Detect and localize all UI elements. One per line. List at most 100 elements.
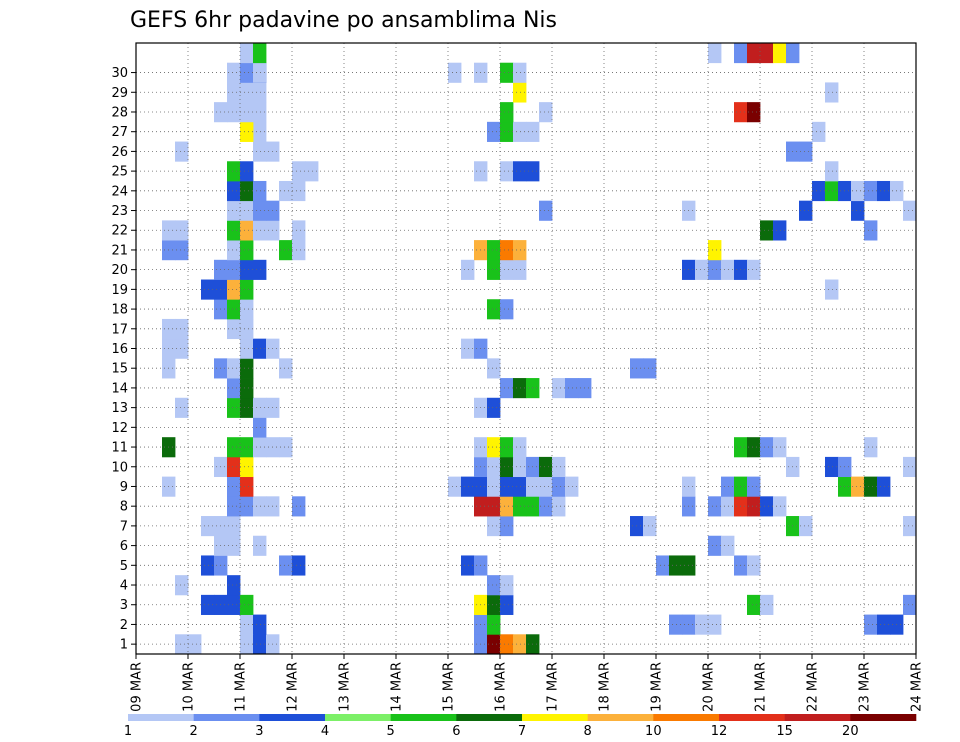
x-tick-label: 14 MAR — [390, 662, 405, 712]
heatmap-cell — [292, 220, 306, 241]
heatmap-cell — [227, 594, 241, 615]
heatmap-cell — [227, 378, 241, 399]
heatmap-cell — [513, 62, 527, 83]
heatmap-cell — [487, 240, 501, 261]
x-tick-label: 23 MAR — [858, 662, 873, 712]
heatmap-cell — [903, 200, 917, 221]
heatmap-cell — [864, 180, 878, 202]
x-tick-label: 24 MAR — [910, 662, 925, 712]
heatmap-cell — [851, 200, 865, 221]
heatmap-cell — [240, 397, 254, 418]
heatmap-cell — [500, 476, 514, 497]
heatmap-cell — [500, 437, 514, 458]
heatmap-cell — [708, 240, 722, 261]
heatmap-cell — [708, 614, 722, 635]
heatmap-cell — [500, 634, 514, 655]
legend-swatch — [522, 714, 588, 721]
y-tick-label: 6 — [120, 539, 128, 554]
heatmap-cell — [279, 555, 293, 576]
heatmap-cell — [747, 594, 761, 615]
heatmap-cell — [175, 397, 189, 418]
y-tick-label: 21 — [111, 243, 128, 258]
heatmap-cell — [292, 180, 306, 202]
y-tick-label: 26 — [111, 145, 128, 160]
heatmap-cell — [240, 614, 254, 635]
heatmap-cell — [760, 594, 774, 615]
heatmap-cell — [487, 594, 501, 615]
y-tick-label: 15 — [111, 362, 128, 377]
y-tick-label: 30 — [111, 66, 128, 81]
heatmap-cell — [253, 43, 267, 64]
heatmap-cell — [487, 121, 501, 142]
heatmap-cell — [721, 259, 735, 280]
legend-swatch — [128, 714, 194, 721]
heatmap-cell — [513, 259, 527, 280]
heatmap-cell — [812, 180, 826, 202]
legend-label: 2 — [190, 724, 198, 739]
heatmap-cell — [500, 240, 514, 261]
heatmap-cell — [292, 555, 306, 576]
y-tick-label: 4 — [120, 579, 128, 594]
heatmap-cell — [240, 318, 254, 340]
y-tick-label: 8 — [120, 500, 128, 515]
y-axis: 1234567891011121314151617181920212223242… — [111, 66, 136, 653]
heatmap-cell — [786, 43, 800, 64]
legend-label: 3 — [255, 724, 263, 739]
legend-label: 7 — [518, 724, 526, 739]
legend-swatch — [653, 714, 720, 721]
heatmap-cell — [227, 575, 241, 596]
heatmap-cell — [227, 535, 241, 556]
heatmap-cell — [864, 476, 878, 497]
heatmap-cell — [253, 62, 267, 83]
heatmap-cell — [240, 82, 254, 103]
heatmap-cell — [487, 476, 501, 497]
heatmap-cell — [487, 437, 501, 458]
heatmap-cell — [240, 338, 254, 359]
heatmap-cell — [747, 437, 761, 458]
heatmap-cell — [240, 496, 254, 517]
x-tick-label: 19 MAR — [650, 662, 665, 712]
heatmap-cell — [240, 62, 254, 83]
heatmap-cell — [227, 397, 241, 418]
heatmap-cell — [253, 259, 267, 280]
y-tick-label: 13 — [111, 401, 128, 416]
heatmap-cell — [175, 338, 189, 359]
heatmap-cell — [552, 496, 566, 517]
heatmap-cell — [877, 180, 891, 202]
legend-swatch — [193, 714, 260, 721]
heatmap-cell — [552, 378, 566, 399]
y-tick-label: 2 — [120, 618, 128, 633]
heatmap-cell — [513, 378, 527, 399]
heatmap-cell — [461, 476, 475, 497]
legend-swatch — [587, 714, 654, 721]
heatmap-cell — [747, 259, 761, 280]
legend-label: 8 — [584, 724, 592, 739]
y-tick-label: 22 — [111, 224, 128, 239]
heatmap-cell — [487, 456, 501, 478]
x-tick-label: 15 MAR — [442, 662, 457, 712]
heatmap-cell — [253, 102, 267, 123]
heatmap-cell — [188, 634, 202, 655]
heatmap-cell — [773, 496, 787, 517]
heatmap-cell — [539, 102, 553, 123]
legend-label: 15 — [776, 724, 793, 739]
heatmap-cell — [487, 634, 501, 655]
heatmap-cell — [227, 516, 241, 537]
heatmap-cell — [500, 456, 514, 478]
heatmap-cell — [695, 614, 709, 635]
y-tick-label: 3 — [120, 598, 128, 613]
x-tick-label: 10 MAR — [182, 662, 197, 712]
heatmap-cell — [864, 437, 878, 458]
heatmap-cell — [487, 516, 501, 537]
x-tick-label: 22 MAR — [806, 662, 821, 712]
heatmap-cell — [253, 437, 267, 458]
legend-label: 4 — [321, 724, 329, 739]
heatmap-cell — [227, 200, 241, 221]
heatmap-cell — [552, 456, 566, 478]
heatmap-cell — [877, 614, 891, 635]
heatmap-cell — [240, 102, 254, 123]
legend-swatch — [456, 714, 523, 721]
heatmap-cell — [903, 456, 917, 478]
heatmap-cell — [513, 240, 527, 261]
